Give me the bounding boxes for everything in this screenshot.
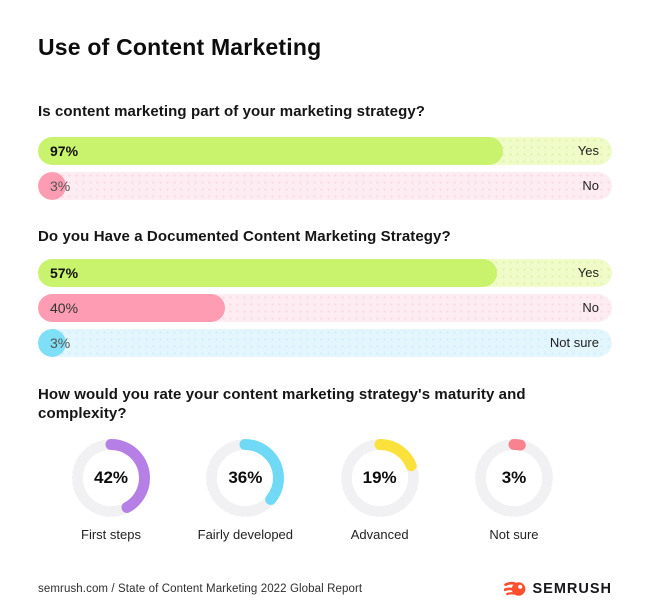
bar-value-label: 40% [50,300,79,316]
footer: semrush.com / State of Content Marketing… [38,580,612,598]
donut-ring: 42% [71,438,151,518]
bar-category-label: Yes [577,143,599,158]
bar-fill-no [38,172,66,200]
page-title: Use of Content Marketing [38,34,322,60]
bar-fill-yes [38,259,498,287]
donut-advanced: 19% Advanced [332,438,428,542]
donut-category-label: Fairly developed [197,527,294,542]
question-2: Do you Have a Documented Content Marketi… [38,228,451,245]
source-attribution: semrush.com / State of Content Marketing… [38,583,363,595]
bar-fill-yes [38,137,503,165]
bar-no: 3% No [38,172,612,200]
question-1: Is content marketing part of your market… [38,103,426,120]
donut-category-label: First steps [81,527,141,542]
donut-first-steps: 42% First steps [63,438,159,542]
donut-category-label: Not sure [489,527,539,542]
donut-value-label: 42% [93,468,129,487]
question-3: How would you rate your content marketin… [38,386,526,422]
bar-chart-1: 97% Yes 3% No [38,137,612,200]
bar-category-label: Not sure [549,335,599,350]
bar-fill-not-sure [38,329,66,357]
donut-svg [474,439,553,517]
donut-svg [340,439,419,517]
donut-fairly-developed: 36% Fairly developed [197,438,293,542]
donut-value-label: 19% [362,468,397,487]
bar-value-label: 97% [50,143,79,159]
bar-chart-2: 57% Yes 40% No 3% Not sure [38,259,612,357]
bar-not-sure: 3% Not sure [38,329,612,357]
brand-logo: SEMRUSH [504,580,612,598]
bar-category-label: No [582,178,599,193]
bar-value-label: 3% [50,335,71,351]
brand-name: SEMRUSH [532,581,612,597]
donut-ring: 36% [205,438,285,518]
donut-svg [206,439,285,517]
bar-value-label: 3% [50,178,71,194]
bar-yes: 57% Yes [38,259,612,287]
donut-value-label: 3% [501,468,527,487]
donut-not-sure: 3% Not sure [466,438,562,542]
donut-ring: 3% [474,438,554,518]
bar-yes: 97% Yes [38,137,612,165]
bar-category-label: Yes [577,265,599,280]
bar-value-label: 57% [50,265,79,281]
donut-ring: 19% [340,438,420,518]
donut-category-label: Advanced [350,527,409,542]
bar-no: 40% No [38,294,612,322]
semrush-flame-icon [504,581,526,596]
donut-svg [72,439,150,517]
bar-fill-no [38,294,225,322]
donut-value-label: 36% [228,468,263,487]
donut-chart-row: 42% First steps 36% Fairly developed 19% Adva… [38,438,612,542]
bar-category-label: No [582,300,599,315]
